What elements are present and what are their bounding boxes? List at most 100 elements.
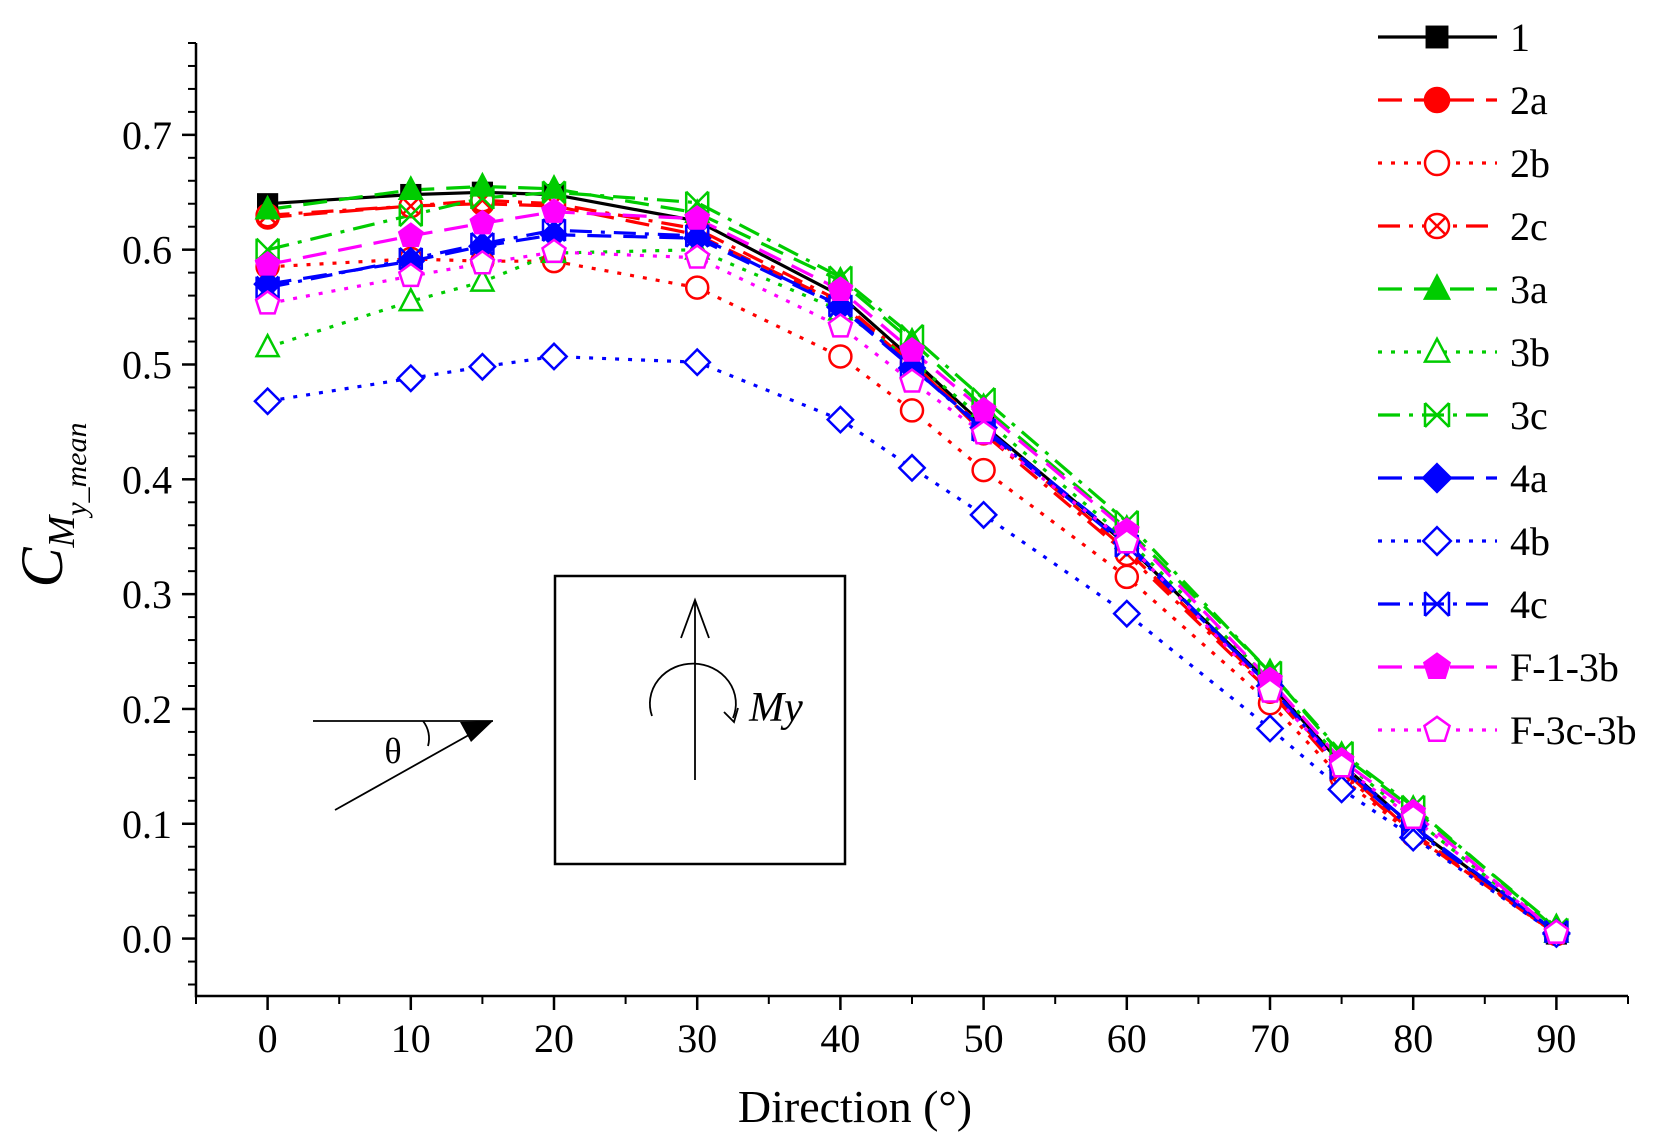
data-point-4b (1327, 774, 1357, 804)
legend-marker-1 (1425, 25, 1449, 49)
y-tick-label: 0.2 (122, 687, 172, 732)
legend-item: 2a (1378, 78, 1548, 123)
series-line-F-1-3b (267, 210, 1558, 935)
data-point-4c (398, 246, 424, 271)
data-point-F-1-3b (541, 198, 567, 223)
legend-item: 2c (1378, 204, 1548, 249)
data-point-F-1-3b (397, 222, 424, 247)
y-tick-label: 0.6 (122, 228, 172, 273)
legend-marker-2c (1423, 212, 1451, 240)
data-point-4b (897, 453, 927, 483)
y-axis-title-main: C (9, 546, 75, 587)
legend-marker-3b (1422, 336, 1452, 363)
moment-label: My (748, 685, 803, 731)
data-point-F-3c-3b (469, 249, 496, 275)
data-point-F-3c-3b (970, 419, 997, 445)
data-point-F-1-3b (469, 209, 496, 235)
plot-lines (267, 184, 1558, 936)
data-point-2b (684, 275, 710, 300)
data-point-3c (470, 186, 495, 210)
theta-label: θ (384, 731, 401, 771)
data-point-F-3c-3b (254, 289, 281, 315)
legend-item: 3c (1378, 393, 1548, 438)
data-point-4b (1255, 714, 1285, 743)
data-point-F-3c-3b (899, 368, 925, 393)
data-point-4b (539, 342, 569, 371)
series-line-4b (267, 354, 1558, 936)
data-point-F-3c-3b (1328, 752, 1355, 778)
data-point-4b (825, 405, 855, 435)
legend-label-2b: 2b (1510, 141, 1550, 186)
legend-item: 1 (1378, 15, 1530, 60)
legend-item: 4b (1378, 519, 1550, 564)
data-point-4c (684, 224, 710, 248)
data-point-3c (398, 203, 424, 228)
svg-text:CMy_mean: CMy_mean (9, 423, 93, 588)
y-tick-label: 0.3 (122, 572, 172, 617)
data-point-3b (254, 332, 281, 358)
data-point-F-1-3b (254, 250, 281, 276)
data-point-F-3c-3b (1400, 804, 1427, 830)
legend-label-3c: 3c (1510, 393, 1548, 438)
up-arrow-icon (680, 597, 710, 639)
y-tick-label: 0.5 (122, 342, 172, 387)
plot-markers (253, 171, 1571, 949)
data-point-F-3c-3b (1257, 678, 1283, 703)
series-line-3c (267, 190, 1558, 931)
data-point-4b (969, 500, 999, 530)
legend-label-2c: 2c (1510, 204, 1548, 249)
data-point-4c (828, 294, 853, 318)
series-line-2a (267, 202, 1558, 936)
x-tick-label: 40 (820, 1016, 860, 1061)
data-point-F-3c-3b (827, 312, 854, 338)
data-point-F-3c-3b (397, 262, 424, 288)
data-point-3a (469, 171, 496, 197)
series-line-3a (267, 184, 1558, 929)
y-tick-label: 0.1 (122, 802, 172, 847)
data-point-2b (1114, 564, 1140, 590)
y-tick-label: 0.0 (122, 917, 172, 962)
legend-label-3a: 3a (1510, 267, 1548, 312)
series-line-2c (267, 198, 1558, 936)
data-point-F-1-3b (899, 337, 925, 362)
data-point-3c (684, 190, 710, 215)
data-point-4c (255, 275, 280, 300)
legend-item: F-3c-3b (1378, 708, 1637, 753)
legend-item: 4c (1378, 582, 1548, 627)
data-point-3c (541, 180, 567, 205)
series-line-1 (267, 190, 1558, 936)
x-tick-label: 80 (1393, 1016, 1433, 1061)
data-point-F-3c-3b (541, 238, 567, 264)
arrowhead-icon (460, 721, 493, 742)
legend-marker-4c (1423, 591, 1451, 617)
data-point-4b (1112, 599, 1142, 629)
data-point-4c (541, 218, 567, 243)
data-point-2b (828, 344, 853, 369)
data-point-F-3c-3b (684, 244, 711, 269)
data-point-4c (470, 232, 495, 256)
data-point-3c (255, 237, 280, 262)
y-axis-title: CMy_mean (9, 423, 93, 588)
legend-marker-F-3c-3b (1422, 715, 1452, 742)
legend-item: 4a (1378, 456, 1548, 501)
data-point-3b (397, 286, 424, 312)
axes: 0.0 0.1 0.2 0.3 0.4 0.5 0.6 0.7 0 10 20 30 40 50 60 70 8… (122, 42, 1629, 1061)
legend-item: 3b (1378, 330, 1550, 375)
legend-item: F-1-3b (1378, 645, 1619, 690)
legend-label-4b: 4b (1510, 519, 1550, 564)
x-tick-label: 50 (964, 1016, 1004, 1061)
legend-marker-3c (1423, 402, 1451, 428)
data-point-2b (971, 457, 996, 483)
legend-label-2a: 2a (1510, 78, 1548, 123)
data-point-4b (467, 352, 497, 382)
curved-arrow-icon (723, 707, 739, 724)
data-point-F-3c-3b (1543, 919, 1570, 944)
data-point-F-1-3b (684, 205, 711, 230)
legend-marker-2b (1423, 149, 1451, 177)
x-tick-label: 30 (677, 1016, 717, 1061)
x-tick-label: 10 (391, 1016, 431, 1061)
data-point-4c (1400, 817, 1426, 842)
data-point-F-1-3b (827, 276, 854, 301)
x-axis-title: Direction (°) (738, 1081, 972, 1132)
legend-label-3b: 3b (1510, 330, 1550, 375)
